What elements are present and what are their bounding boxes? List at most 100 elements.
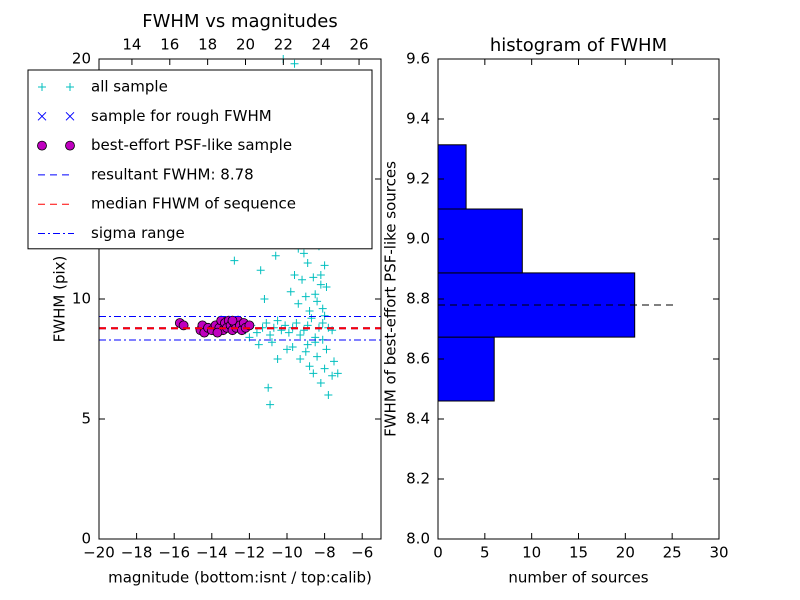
plus-marker <box>254 340 263 349</box>
histogram-bar <box>437 336 495 402</box>
plus-marker <box>266 331 275 339</box>
legend-marker <box>65 111 75 121</box>
plus-marker <box>288 343 297 351</box>
plus-marker <box>322 345 331 354</box>
legend-marker <box>37 111 47 121</box>
legend-label: sample for rough FWHM <box>91 107 272 125</box>
x-tick-label: 5 <box>480 544 490 562</box>
plus-marker <box>318 304 327 313</box>
plus-marker <box>286 287 295 296</box>
plus-marker <box>264 383 273 392</box>
circle-marker <box>227 315 238 326</box>
plus-marker <box>296 331 305 339</box>
plus-marker <box>273 316 282 325</box>
chart-title: histogram of FWHM <box>490 35 667 56</box>
plus-marker <box>333 369 342 378</box>
y-tick-label: 8.8 <box>406 290 430 308</box>
plus-marker <box>303 340 312 349</box>
plus-marker <box>313 352 322 361</box>
histogram-bar <box>437 208 523 274</box>
legend-label: best-effort PSF-like sample <box>91 136 292 154</box>
legend-label: all sample <box>91 78 168 96</box>
plus-marker <box>271 251 280 260</box>
plus-marker <box>322 283 331 291</box>
plus-marker <box>290 59 299 68</box>
plus-marker <box>316 379 325 387</box>
plus-marker <box>320 311 329 320</box>
plus-marker <box>318 319 327 327</box>
plus-marker <box>301 347 310 356</box>
y-tick-label: 9.2 <box>406 170 430 188</box>
x2-tick-label: 16 <box>160 36 179 54</box>
plus-marker <box>324 391 333 399</box>
plus-marker <box>266 400 275 409</box>
plus-marker <box>230 256 239 265</box>
y-axis-label: FWHM of best-effort PSF-like sources <box>382 161 400 437</box>
plus-marker <box>283 345 291 354</box>
chart-title: FWHM vs magnitudes <box>142 11 337 32</box>
plus-marker <box>320 364 329 373</box>
x-tick-label: 20 <box>616 544 635 562</box>
y-tick-label: 8.0 <box>406 530 430 548</box>
legend-marker <box>37 140 47 151</box>
y-tick-label: 8.4 <box>406 410 430 428</box>
x2-tick-label: 26 <box>349 36 368 54</box>
plus-marker <box>301 292 310 301</box>
y-tick-label: 9.0 <box>406 230 430 248</box>
legend-label: sigma range <box>91 224 185 242</box>
y-tick-label: 5 <box>81 410 91 428</box>
plus-marker <box>305 307 314 315</box>
plus-marker <box>320 261 329 270</box>
y-tick-label: 9.4 <box>406 110 430 128</box>
x2-tick-label: 20 <box>236 36 255 54</box>
plus-marker <box>311 338 320 347</box>
plus-marker <box>313 297 322 306</box>
plus-marker <box>316 280 325 289</box>
plus-marker <box>292 319 301 327</box>
plus-marker <box>311 290 320 299</box>
plus-marker <box>309 369 318 378</box>
circle-marker <box>212 327 223 338</box>
x-tick-label: −14 <box>196 544 228 562</box>
legend-label: median FHWM of sequence <box>91 195 296 213</box>
plus-marker <box>316 271 325 279</box>
x-tick-label: 30 <box>709 544 728 562</box>
plus-marker <box>267 338 276 347</box>
plus-marker <box>307 314 316 323</box>
plus-marker <box>284 328 293 337</box>
legend-marker <box>38 83 46 91</box>
legend-label: resultant FWHM: 8.78 <box>91 165 254 183</box>
x-tick-label: −8 <box>314 544 336 562</box>
plus-marker <box>262 319 271 327</box>
x-tick-label: −6 <box>351 544 373 562</box>
x-axis-label: magnitude (bottom:isnt / top:calib) <box>108 569 372 587</box>
y-tick-label: 8.6 <box>406 350 430 368</box>
x-tick-label: 0 <box>433 544 443 562</box>
plus-marker <box>252 328 261 337</box>
plus-marker <box>303 259 312 267</box>
legend-marker <box>65 140 75 151</box>
x2-tick-label: 18 <box>198 36 217 54</box>
y-tick-label: 9.6 <box>406 50 430 68</box>
plus-marker <box>298 275 307 284</box>
x2-tick-label: 22 <box>274 36 293 54</box>
y-tick-label: 20 <box>72 50 91 68</box>
x-tick-label: −20 <box>83 544 115 562</box>
legend-box <box>27 69 373 250</box>
x2-tick-label: 24 <box>312 36 331 54</box>
plus-marker <box>299 249 308 258</box>
x-tick-label: −12 <box>234 544 266 562</box>
plus-marker <box>328 371 337 380</box>
y-axis-label: FWHM (pix) <box>51 256 69 343</box>
histogram-bar <box>437 144 467 210</box>
plus-marker <box>309 273 318 282</box>
plus-marker <box>330 357 338 366</box>
plus-marker <box>256 266 265 275</box>
x-tick-label: −16 <box>158 544 190 562</box>
x-tick-label: −10 <box>271 544 303 562</box>
plus-marker <box>305 362 314 371</box>
y-tick-label: 10 <box>72 290 91 308</box>
x-tick-label: −18 <box>121 544 153 562</box>
